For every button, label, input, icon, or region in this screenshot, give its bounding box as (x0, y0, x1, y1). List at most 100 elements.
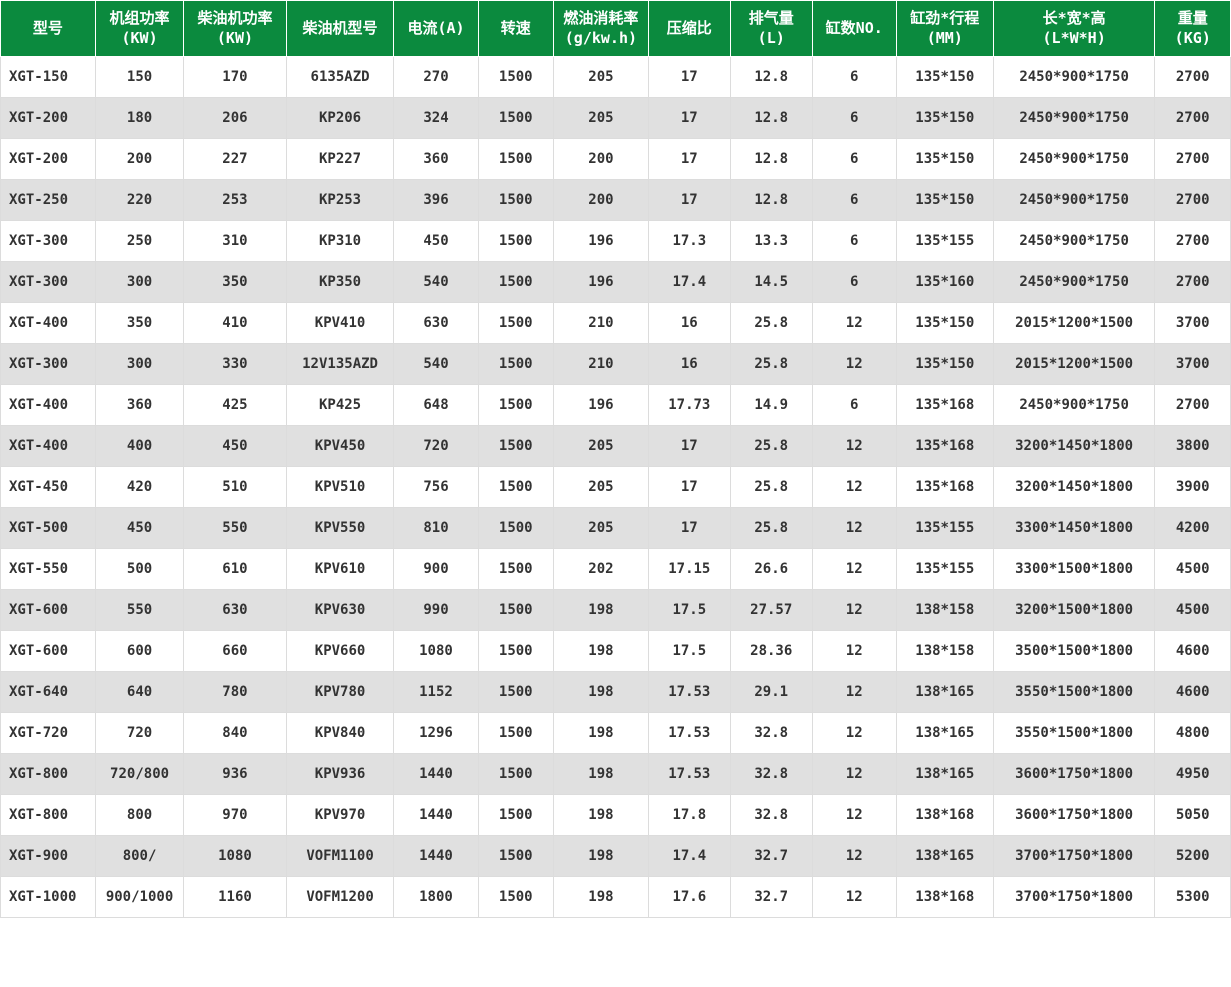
table-row: XGT-250220253KP25339615002001712.86135*1… (1, 180, 1231, 221)
cell-r17-c0: XGT-800 (1, 754, 96, 795)
col-header-5: 转速 (478, 1, 553, 57)
cell-r9-c5: 1500 (478, 426, 553, 467)
cell-r20-c6: 198 (553, 877, 648, 918)
cell-r9-c4: 720 (394, 426, 478, 467)
cell-r11-c12: 4200 (1155, 508, 1231, 549)
cell-r17-c8: 32.8 (730, 754, 812, 795)
cell-r4-c5: 1500 (478, 221, 553, 262)
table-row: XGT-1501501706135AZD27015002051712.86135… (1, 57, 1231, 98)
cell-r15-c0: XGT-640 (1, 672, 96, 713)
cell-r16-c7: 17.53 (648, 713, 730, 754)
cell-r3-c6: 200 (553, 180, 648, 221)
generator-spec-table: 型号机组功率(KW)柴油机功率(KW)柴油机型号电流(A)转速燃油消耗率(g/k… (0, 0, 1231, 918)
cell-r16-c2: 840 (184, 713, 286, 754)
cell-r19-c6: 198 (553, 836, 648, 877)
cell-r3-c1: 220 (95, 180, 183, 221)
cell-r10-c1: 420 (95, 467, 183, 508)
cell-r4-c10: 135*155 (896, 221, 993, 262)
cell-r18-c4: 1440 (394, 795, 478, 836)
cell-r3-c0: XGT-250 (1, 180, 96, 221)
cell-r3-c11: 2450*900*1750 (993, 180, 1155, 221)
cell-r8-c0: XGT-400 (1, 385, 96, 426)
cell-r16-c9: 12 (812, 713, 896, 754)
cell-r11-c11: 3300*1450*1800 (993, 508, 1155, 549)
cell-r3-c3: KP253 (286, 180, 394, 221)
cell-r19-c0: XGT-900 (1, 836, 96, 877)
cell-r4-c7: 17.3 (648, 221, 730, 262)
cell-r1-c7: 17 (648, 98, 730, 139)
cell-r18-c10: 138*168 (896, 795, 993, 836)
cell-r0-c12: 2700 (1155, 57, 1231, 98)
table-row: XGT-400350410KPV41063015002101625.812135… (1, 303, 1231, 344)
table-row: XGT-200200227KP22736015002001712.86135*1… (1, 139, 1231, 180)
table-row: XGT-450420510KPV51075615002051725.812135… (1, 467, 1231, 508)
cell-r11-c5: 1500 (478, 508, 553, 549)
col-header-1: 机组功率(KW) (95, 1, 183, 57)
cell-r18-c9: 12 (812, 795, 896, 836)
cell-r9-c1: 400 (95, 426, 183, 467)
cell-r20-c2: 1160 (184, 877, 286, 918)
col-header-7: 压缩比 (648, 1, 730, 57)
cell-r20-c9: 12 (812, 877, 896, 918)
cell-r9-c9: 12 (812, 426, 896, 467)
cell-r15-c8: 29.1 (730, 672, 812, 713)
cell-r8-c7: 17.73 (648, 385, 730, 426)
cell-r20-c8: 32.7 (730, 877, 812, 918)
cell-r18-c0: XGT-800 (1, 795, 96, 836)
cell-r7-c10: 135*150 (896, 344, 993, 385)
col-header-9: 缸数NO. (812, 1, 896, 57)
cell-r10-c11: 3200*1450*1800 (993, 467, 1155, 508)
cell-r8-c12: 2700 (1155, 385, 1231, 426)
cell-r1-c1: 180 (95, 98, 183, 139)
table-row: XGT-300250310KP310450150019617.313.36135… (1, 221, 1231, 262)
cell-r19-c9: 12 (812, 836, 896, 877)
cell-r3-c8: 12.8 (730, 180, 812, 221)
cell-r11-c8: 25.8 (730, 508, 812, 549)
cell-r13-c3: KPV630 (286, 590, 394, 631)
cell-r7-c3: 12V135AZD (286, 344, 394, 385)
cell-r16-c5: 1500 (478, 713, 553, 754)
cell-r5-c2: 350 (184, 262, 286, 303)
cell-r0-c5: 1500 (478, 57, 553, 98)
cell-r0-c7: 17 (648, 57, 730, 98)
cell-r5-c12: 2700 (1155, 262, 1231, 303)
col-header-2: 柴油机功率(KW) (184, 1, 286, 57)
cell-r12-c12: 4500 (1155, 549, 1231, 590)
cell-r11-c1: 450 (95, 508, 183, 549)
cell-r20-c0: XGT-1000 (1, 877, 96, 918)
table-header: 型号机组功率(KW)柴油机功率(KW)柴油机型号电流(A)转速燃油消耗率(g/k… (1, 1, 1231, 57)
cell-r1-c4: 324 (394, 98, 478, 139)
cell-r4-c0: XGT-300 (1, 221, 96, 262)
cell-r6-c3: KPV410 (286, 303, 394, 344)
cell-r6-c2: 410 (184, 303, 286, 344)
cell-r19-c8: 32.7 (730, 836, 812, 877)
cell-r1-c11: 2450*900*1750 (993, 98, 1155, 139)
cell-r7-c1: 300 (95, 344, 183, 385)
cell-r13-c11: 3200*1500*1800 (993, 590, 1155, 631)
col-header-8: 排气量(L) (730, 1, 812, 57)
cell-r0-c4: 270 (394, 57, 478, 98)
cell-r6-c8: 25.8 (730, 303, 812, 344)
cell-r6-c9: 12 (812, 303, 896, 344)
cell-r16-c0: XGT-720 (1, 713, 96, 754)
cell-r3-c10: 135*150 (896, 180, 993, 221)
cell-r3-c12: 2700 (1155, 180, 1231, 221)
cell-r14-c1: 600 (95, 631, 183, 672)
cell-r0-c2: 170 (184, 57, 286, 98)
cell-r7-c6: 210 (553, 344, 648, 385)
table-row: XGT-600600660KPV6601080150019817.528.361… (1, 631, 1231, 672)
cell-r5-c7: 17.4 (648, 262, 730, 303)
cell-r9-c6: 205 (553, 426, 648, 467)
cell-r6-c10: 135*150 (896, 303, 993, 344)
cell-r5-c4: 540 (394, 262, 478, 303)
cell-r17-c6: 198 (553, 754, 648, 795)
cell-r2-c9: 6 (812, 139, 896, 180)
cell-r16-c1: 720 (95, 713, 183, 754)
cell-r9-c0: XGT-400 (1, 426, 96, 467)
cell-r14-c8: 28.36 (730, 631, 812, 672)
cell-r16-c4: 1296 (394, 713, 478, 754)
table-row: XGT-720720840KPV8401296150019817.5332.81… (1, 713, 1231, 754)
col-header-6: 燃油消耗率(g/kw.h) (553, 1, 648, 57)
cell-r19-c3: VOFM1100 (286, 836, 394, 877)
cell-r20-c4: 1800 (394, 877, 478, 918)
